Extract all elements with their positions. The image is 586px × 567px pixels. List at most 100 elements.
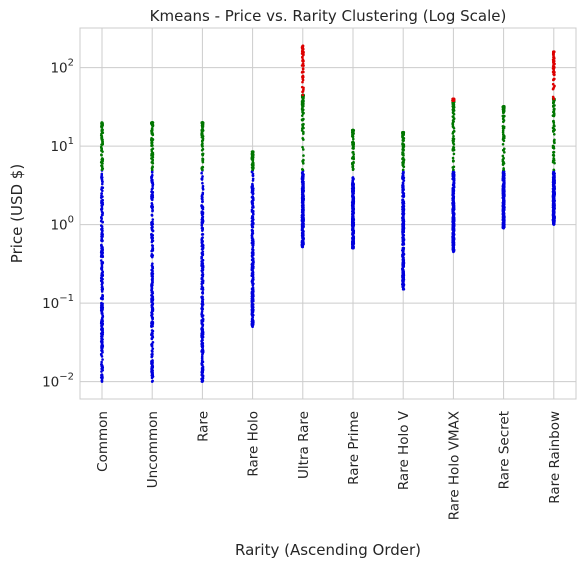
data-point bbox=[151, 209, 154, 213]
data-point bbox=[101, 239, 104, 242]
data-point bbox=[551, 179, 555, 182]
data-point bbox=[99, 309, 103, 312]
data-point bbox=[552, 182, 555, 186]
data-point bbox=[452, 178, 456, 182]
data-point bbox=[501, 131, 505, 134]
data-point bbox=[150, 349, 154, 352]
data-point bbox=[402, 233, 406, 237]
data-point bbox=[452, 98, 456, 101]
data-point bbox=[201, 240, 204, 243]
data-point bbox=[352, 240, 355, 243]
data-point bbox=[452, 226, 456, 230]
data-point bbox=[101, 142, 104, 145]
data-point bbox=[251, 219, 254, 222]
data-point bbox=[451, 235, 454, 238]
data-point bbox=[201, 274, 205, 278]
data-point bbox=[250, 229, 254, 233]
data-point bbox=[101, 343, 104, 347]
data-point bbox=[101, 315, 105, 318]
data-point bbox=[100, 320, 103, 324]
data-point bbox=[201, 296, 204, 299]
data-point bbox=[552, 191, 556, 195]
data-point bbox=[402, 227, 405, 230]
data-point bbox=[150, 337, 154, 341]
data-point bbox=[150, 130, 154, 133]
data-point bbox=[351, 217, 354, 221]
data-point bbox=[251, 215, 255, 219]
data-point bbox=[150, 181, 154, 185]
data-point bbox=[552, 109, 556, 113]
data-point bbox=[100, 264, 104, 268]
data-point bbox=[552, 121, 556, 125]
data-point bbox=[150, 254, 153, 258]
data-point bbox=[300, 85, 304, 89]
data-point bbox=[150, 237, 154, 241]
data-point bbox=[452, 152, 456, 156]
data-point bbox=[100, 182, 104, 186]
data-point bbox=[351, 228, 354, 232]
data-point bbox=[150, 173, 154, 177]
data-point bbox=[200, 148, 204, 152]
y-tick-exponent: −2 bbox=[59, 372, 74, 383]
data-point bbox=[200, 315, 204, 318]
data-point bbox=[402, 160, 405, 164]
data-point bbox=[401, 269, 405, 273]
data-point bbox=[251, 321, 254, 325]
data-point bbox=[301, 118, 305, 122]
data-point bbox=[100, 244, 103, 247]
data-point bbox=[300, 129, 304, 132]
data-point bbox=[401, 152, 405, 155]
data-point bbox=[552, 140, 556, 144]
data-point bbox=[301, 58, 305, 61]
data-point bbox=[151, 279, 154, 283]
data-point bbox=[301, 210, 305, 214]
data-point bbox=[100, 288, 104, 291]
data-point bbox=[150, 374, 154, 377]
data-point bbox=[252, 257, 255, 260]
data-point bbox=[151, 161, 155, 165]
data-point bbox=[300, 180, 304, 183]
data-point bbox=[301, 213, 305, 216]
data-point bbox=[101, 271, 104, 274]
y-tick-exponent: 2 bbox=[68, 58, 74, 69]
data-point bbox=[100, 267, 103, 271]
data-point bbox=[551, 145, 555, 149]
data-point bbox=[200, 233, 204, 236]
data-point bbox=[100, 228, 104, 232]
data-point bbox=[251, 243, 255, 247]
data-point bbox=[551, 82, 555, 86]
data-point bbox=[302, 189, 305, 192]
data-point bbox=[201, 236, 204, 239]
data-point bbox=[451, 186, 455, 190]
data-point bbox=[201, 346, 204, 349]
data-point bbox=[150, 152, 154, 156]
data-point bbox=[200, 277, 204, 280]
data-point bbox=[100, 160, 103, 164]
data-point bbox=[201, 288, 205, 291]
data-point bbox=[301, 93, 305, 97]
data-point bbox=[501, 187, 505, 190]
data-point bbox=[101, 358, 104, 361]
data-point bbox=[503, 216, 506, 219]
data-point bbox=[151, 269, 154, 272]
data-point bbox=[99, 219, 103, 223]
data-point bbox=[201, 365, 205, 369]
data-point bbox=[452, 206, 455, 209]
data-point bbox=[200, 269, 204, 273]
data-point bbox=[502, 148, 505, 152]
data-point bbox=[502, 160, 505, 164]
data-point bbox=[452, 233, 456, 236]
data-point bbox=[100, 132, 103, 136]
data-point bbox=[301, 56, 304, 59]
data-point bbox=[150, 204, 153, 208]
data-point bbox=[402, 131, 406, 134]
data-point bbox=[251, 163, 255, 166]
data-point bbox=[401, 168, 405, 172]
data-point bbox=[101, 213, 104, 217]
x-tick-label: Rare Holo bbox=[246, 411, 262, 477]
data-point bbox=[201, 196, 204, 199]
data-point bbox=[200, 329, 204, 332]
data-point bbox=[351, 140, 355, 143]
data-point bbox=[451, 174, 455, 178]
data-point bbox=[302, 51, 305, 55]
